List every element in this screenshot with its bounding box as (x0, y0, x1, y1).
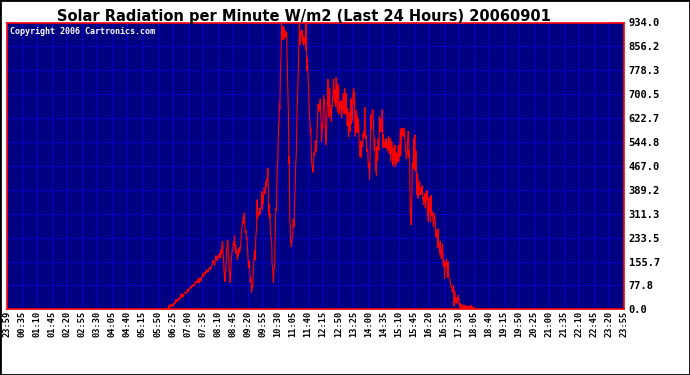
Text: Solar Radiation per Minute W/m2 (Last 24 Hours) 20060901: Solar Radiation per Minute W/m2 (Last 24… (57, 9, 551, 24)
Text: Copyright 2006 Cartronics.com: Copyright 2006 Cartronics.com (10, 27, 155, 36)
